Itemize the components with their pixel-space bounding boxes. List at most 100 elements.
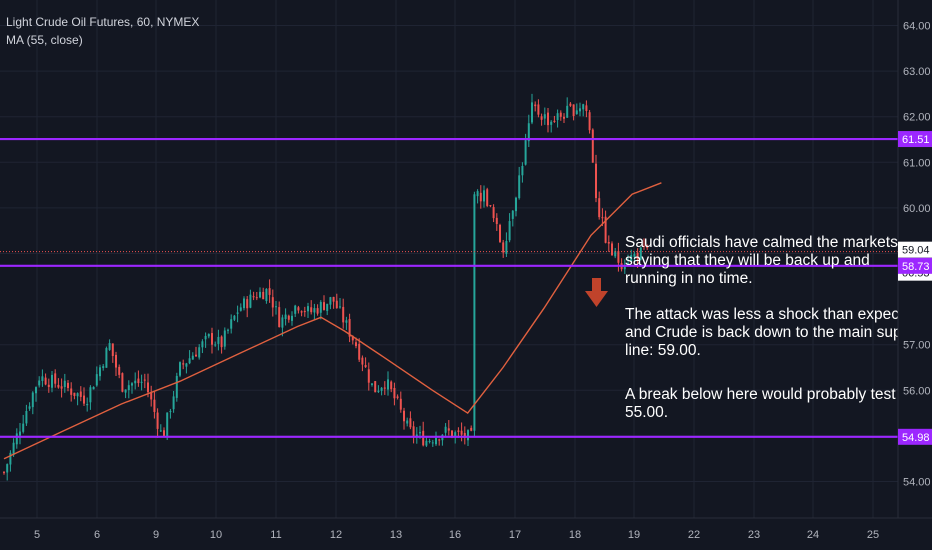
candle-body [643, 245, 645, 247]
candle-body [355, 342, 357, 347]
level-price-tag [898, 257, 932, 274]
candle-body [604, 216, 607, 243]
candle-body [633, 253, 636, 257]
candle-body [284, 314, 287, 320]
candle-body [51, 374, 53, 388]
time-axis-background [0, 518, 932, 550]
annotation-line: A break below here would probably test [625, 386, 896, 403]
candle-body [108, 343, 111, 350]
candle-body [422, 430, 425, 446]
candle-body [63, 380, 66, 388]
candle-body [396, 396, 399, 398]
candle-body [345, 320, 348, 323]
price-tick-label: 56.00 [903, 385, 931, 397]
candle-body [207, 334, 210, 337]
candle-body [239, 307, 242, 311]
candle-body [460, 430, 463, 435]
candle-body [419, 432, 421, 434]
candle-body [118, 366, 121, 375]
annotation-note[interactable]: Saudi officials have calmed the markets … [625, 234, 929, 421]
candle-body [175, 375, 178, 398]
support-resistance-lines[interactable] [0, 137, 898, 438]
candle-body [236, 312, 239, 314]
candle-body [15, 433, 18, 445]
price-tick-label: 62.00 [903, 112, 931, 124]
candle-body [198, 347, 201, 358]
candle-body [188, 358, 191, 364]
candle-body [307, 306, 309, 312]
candle-body [22, 423, 25, 432]
candle-body [646, 246, 649, 248]
candle-body [435, 437, 437, 445]
candle-body [476, 191, 479, 197]
level-price-tag-label: 54.98 [902, 432, 930, 444]
candle-body [457, 430, 460, 432]
time-tick-label: 16 [449, 529, 461, 541]
candle-body [518, 175, 521, 199]
candle-body [76, 393, 79, 397]
candle-body [131, 383, 133, 386]
candle-body [89, 387, 92, 403]
candle-body [326, 303, 329, 311]
candle-body [431, 442, 434, 444]
candle-body [566, 105, 569, 118]
candle-body [28, 406, 31, 409]
candle-body [559, 112, 562, 117]
candle-body [57, 384, 60, 388]
candle-body [3, 472, 5, 474]
candle-body [531, 102, 533, 123]
candle-body [195, 354, 197, 357]
candle-body [367, 369, 370, 383]
candle-body [230, 319, 233, 329]
candle-body [585, 105, 588, 112]
candle-body [204, 335, 207, 340]
candle-body [387, 379, 389, 390]
candle-body [470, 427, 473, 431]
time-tick-label: 12 [330, 529, 342, 541]
candle-body [467, 430, 469, 441]
candle-body [201, 341, 204, 348]
candle-body [223, 330, 226, 347]
candle-body [508, 221, 511, 241]
candle-body [639, 247, 642, 260]
time-tick-label: 24 [807, 529, 819, 541]
candle-body [268, 288, 271, 295]
price-price-tag [898, 241, 932, 258]
candle-body [438, 439, 441, 441]
time-axis[interactable]: 5 6 9 10 11 12 13 16 17 18 19 22 23 24 25 [0, 517, 932, 550]
candle-body [540, 116, 543, 120]
candle-body [614, 251, 617, 257]
candle-body [54, 373, 57, 384]
candle-body [572, 104, 575, 117]
candle-body [499, 224, 501, 242]
candle-body [310, 307, 313, 313]
candle-body [495, 217, 498, 224]
candle-body [294, 305, 297, 314]
candle-body [361, 357, 364, 365]
candle-body [67, 382, 69, 389]
candle-body [425, 440, 428, 446]
candle-body [550, 121, 553, 125]
candle-body [262, 291, 265, 300]
price-price-tag-label: 59.04 [902, 245, 930, 257]
candle-body [569, 103, 572, 106]
candle-body [127, 385, 130, 391]
candle-body [179, 362, 181, 376]
candle-body [617, 251, 620, 263]
candle-body [271, 297, 274, 308]
time-tick-label: 25 [867, 529, 879, 541]
candle-body [166, 412, 169, 437]
candle-body [483, 190, 485, 202]
candle-body [111, 343, 114, 356]
candle-body [70, 388, 73, 395]
candle-body [275, 306, 277, 308]
level-price-tag-label: 58.73 [902, 261, 930, 273]
candle-body [31, 392, 34, 408]
candle-body [511, 210, 514, 219]
candle-body [182, 363, 185, 365]
chart-legend[interactable]: Light Crude Oil Futures, 60, NYMEX MA (5… [6, 15, 199, 47]
candle-body [588, 112, 591, 131]
candle-body [403, 410, 405, 422]
candle-body [265, 288, 268, 302]
